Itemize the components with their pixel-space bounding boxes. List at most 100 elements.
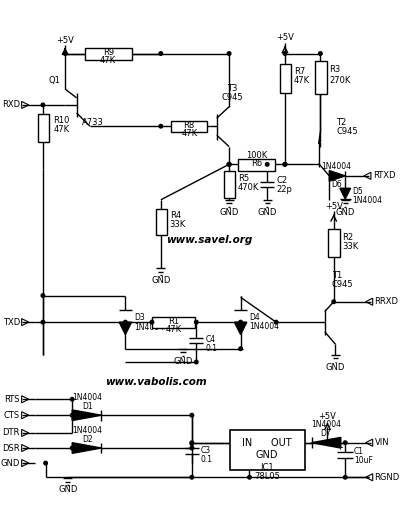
Text: 1N4004: 1N4004 bbox=[72, 393, 102, 402]
Text: RTXD: RTXD bbox=[373, 171, 395, 180]
Circle shape bbox=[248, 476, 251, 479]
Text: D4: D4 bbox=[250, 313, 260, 322]
Text: 0.1: 0.1 bbox=[205, 344, 217, 353]
Text: D2: D2 bbox=[82, 435, 92, 444]
Circle shape bbox=[190, 476, 194, 479]
Text: R3: R3 bbox=[329, 65, 340, 74]
Text: 1N4004: 1N4004 bbox=[250, 322, 280, 331]
Circle shape bbox=[44, 461, 47, 465]
Text: 22p: 22p bbox=[276, 184, 292, 194]
Bar bbox=[152, 317, 194, 328]
Polygon shape bbox=[72, 443, 102, 453]
Circle shape bbox=[159, 52, 163, 55]
Text: RGND: RGND bbox=[374, 473, 400, 482]
Circle shape bbox=[326, 441, 329, 444]
Text: 1N4004: 1N4004 bbox=[352, 196, 382, 205]
Text: R5: R5 bbox=[238, 174, 249, 183]
Bar bbox=[156, 209, 167, 235]
Circle shape bbox=[194, 360, 198, 364]
Text: C945: C945 bbox=[336, 127, 358, 136]
Text: CTS: CTS bbox=[4, 411, 20, 420]
Circle shape bbox=[70, 446, 74, 450]
Circle shape bbox=[283, 52, 287, 55]
Circle shape bbox=[70, 398, 74, 401]
Circle shape bbox=[344, 441, 347, 444]
Circle shape bbox=[283, 163, 287, 166]
Circle shape bbox=[63, 52, 67, 55]
Text: C2: C2 bbox=[276, 176, 287, 185]
Text: GND: GND bbox=[151, 276, 170, 285]
Circle shape bbox=[159, 125, 163, 128]
Bar bbox=[172, 121, 207, 132]
Text: 47K: 47K bbox=[181, 129, 197, 138]
Bar bbox=[280, 64, 291, 93]
Text: 33K: 33K bbox=[342, 242, 359, 251]
Text: GND: GND bbox=[258, 208, 277, 217]
Circle shape bbox=[194, 320, 198, 324]
Bar bbox=[238, 159, 275, 170]
Circle shape bbox=[150, 320, 154, 324]
Polygon shape bbox=[119, 322, 132, 334]
Text: 1N4004: 1N4004 bbox=[311, 420, 341, 429]
Text: GND: GND bbox=[0, 458, 20, 467]
Text: VIN: VIN bbox=[374, 438, 389, 447]
Text: D7: D7 bbox=[320, 429, 331, 438]
Polygon shape bbox=[329, 170, 345, 181]
Text: +5V: +5V bbox=[56, 36, 74, 45]
Text: R1: R1 bbox=[168, 317, 179, 326]
Text: +5V: +5V bbox=[318, 412, 336, 420]
Text: A733: A733 bbox=[82, 118, 104, 127]
Text: 33K: 33K bbox=[170, 220, 186, 229]
Text: 270K: 270K bbox=[329, 76, 351, 84]
Text: D6: D6 bbox=[331, 180, 342, 189]
Circle shape bbox=[190, 442, 194, 445]
Text: 470K: 470K bbox=[238, 183, 259, 192]
Text: +: + bbox=[336, 443, 344, 452]
Bar bbox=[315, 60, 327, 94]
Bar bbox=[230, 430, 305, 470]
Circle shape bbox=[190, 414, 194, 417]
Text: +5V: +5V bbox=[276, 33, 294, 42]
Circle shape bbox=[266, 163, 269, 166]
Text: GND: GND bbox=[220, 208, 239, 217]
Text: R4: R4 bbox=[170, 211, 181, 220]
Text: 1N4004: 1N4004 bbox=[321, 163, 351, 171]
Text: IN      OUT: IN OUT bbox=[242, 438, 292, 448]
Polygon shape bbox=[340, 188, 350, 199]
Text: 78L05: 78L05 bbox=[254, 472, 280, 481]
Text: 0.1: 0.1 bbox=[201, 455, 213, 464]
Text: GND: GND bbox=[58, 485, 78, 494]
Text: C945: C945 bbox=[332, 280, 354, 289]
Text: 1N4004: 1N4004 bbox=[134, 323, 164, 332]
Text: D3: D3 bbox=[134, 313, 145, 322]
Text: DTR: DTR bbox=[2, 428, 20, 438]
Text: C1: C1 bbox=[354, 447, 364, 456]
Text: T3: T3 bbox=[228, 84, 238, 93]
Text: 47K: 47K bbox=[294, 76, 310, 84]
Text: T1: T1 bbox=[332, 270, 342, 280]
Circle shape bbox=[227, 163, 231, 166]
Text: +5V: +5V bbox=[325, 202, 343, 210]
Text: R9: R9 bbox=[103, 48, 114, 57]
Text: R6: R6 bbox=[251, 159, 262, 168]
Circle shape bbox=[190, 446, 194, 450]
Text: www.vabolis.com: www.vabolis.com bbox=[106, 377, 207, 387]
Text: 100K: 100K bbox=[246, 151, 267, 160]
Circle shape bbox=[227, 52, 231, 55]
Text: TXD: TXD bbox=[3, 318, 20, 327]
Circle shape bbox=[124, 320, 127, 324]
Circle shape bbox=[344, 476, 347, 479]
Circle shape bbox=[283, 163, 287, 166]
Text: R10: R10 bbox=[54, 116, 70, 126]
Text: RXD: RXD bbox=[2, 101, 20, 109]
Text: 10uF: 10uF bbox=[354, 456, 373, 465]
Text: 47K: 47K bbox=[100, 56, 116, 65]
Circle shape bbox=[239, 320, 242, 324]
Circle shape bbox=[332, 300, 336, 304]
Text: T2: T2 bbox=[336, 118, 347, 127]
Text: D1: D1 bbox=[82, 402, 92, 411]
Polygon shape bbox=[312, 438, 341, 448]
Circle shape bbox=[227, 163, 231, 166]
Circle shape bbox=[239, 347, 242, 351]
Text: Q1: Q1 bbox=[49, 76, 61, 84]
